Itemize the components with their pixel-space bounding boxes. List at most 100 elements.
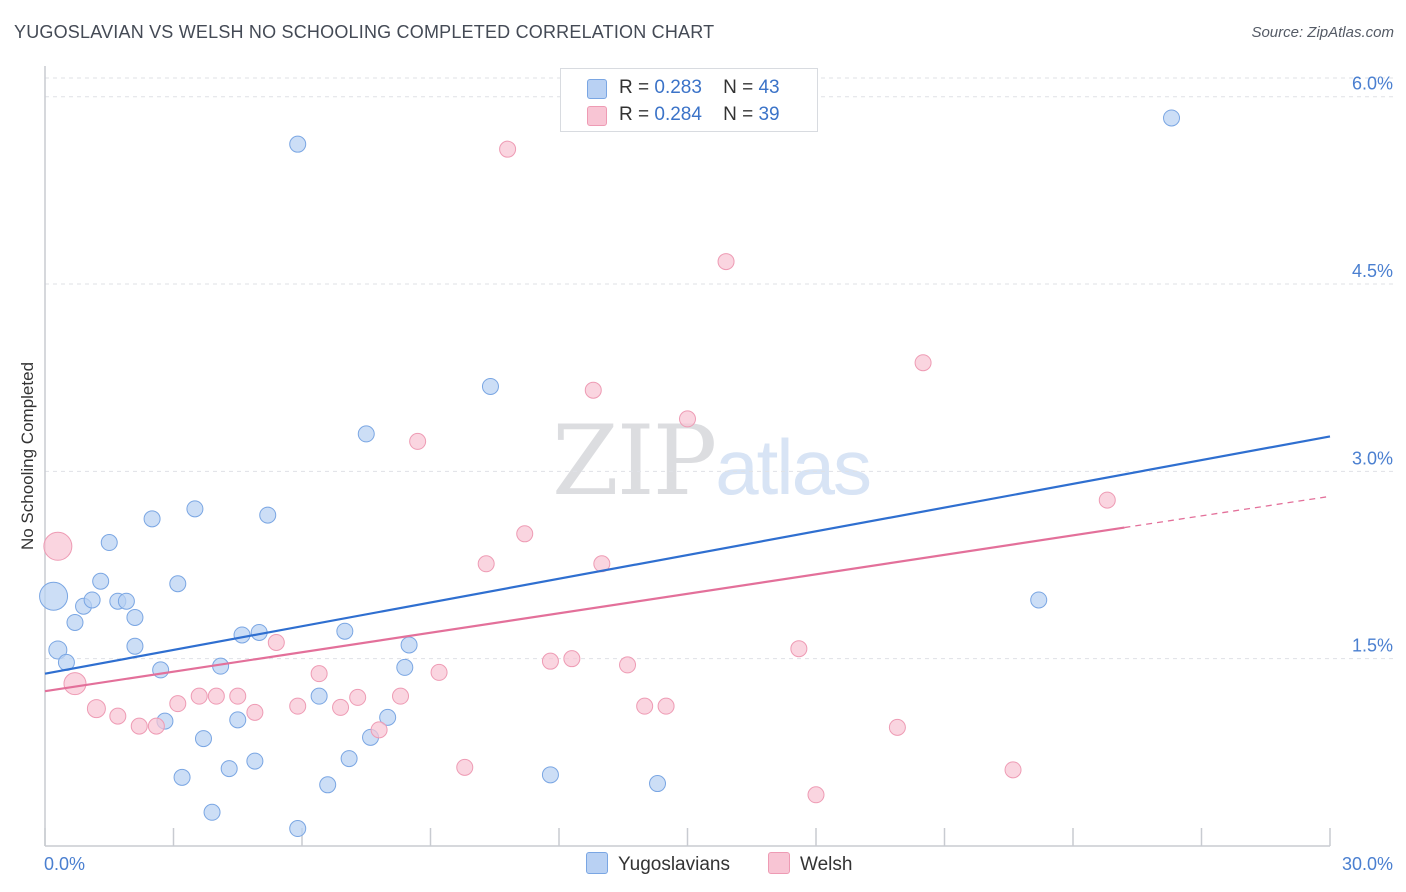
yugoslavian-swatch xyxy=(586,852,608,874)
yugoslavian-point-9 xyxy=(117,592,135,610)
welsh-swatch xyxy=(587,106,607,126)
welsh-point-37 xyxy=(1004,761,1022,779)
welsh-point-11 xyxy=(267,633,285,651)
welsh-point-35 xyxy=(888,718,906,736)
welsh-point-36 xyxy=(914,354,932,372)
watermark-atlas: atlas xyxy=(715,423,872,511)
welsh-point-33 xyxy=(790,640,808,658)
yugoslavian-point-39 xyxy=(541,766,559,784)
welsh-point-12 xyxy=(289,697,307,715)
legend-stats-yugoslavians: R = 0.283 N = 43 xyxy=(619,77,780,99)
welsh-point-30 xyxy=(657,697,675,715)
yugoslavian-point-12 xyxy=(143,510,161,528)
welsh-point-6 xyxy=(169,695,187,713)
yugoslavian-point-1 xyxy=(48,640,68,660)
yugoslavian-point-5 xyxy=(83,591,101,609)
yugoslavian-point-19 xyxy=(203,803,221,821)
yugoslavian-point-28 xyxy=(289,820,307,838)
legend-label-welsh: Welsh xyxy=(800,854,853,875)
welsh-point-38 xyxy=(1098,491,1116,509)
yugoslavian-point-21 xyxy=(220,760,238,778)
legend-item-welsh[interactable]: Welsh xyxy=(768,852,852,876)
welsh-point-13 xyxy=(310,665,328,683)
welsh-point-5 xyxy=(147,717,165,735)
yugoslavian-point-33 xyxy=(357,425,375,443)
y-tick-label-3: 6.0% xyxy=(1352,74,1393,94)
yugoslavian-point-11 xyxy=(126,637,144,655)
axes xyxy=(44,66,1331,847)
yugoslavian-point-38 xyxy=(481,377,499,395)
welsh-point-10 xyxy=(246,703,264,721)
welsh-point-8 xyxy=(207,687,225,705)
welsh-point-23 xyxy=(516,525,534,543)
welsh-point-21 xyxy=(477,555,495,573)
y-tick-label-0: 1.5% xyxy=(1352,636,1393,656)
welsh-point-7 xyxy=(190,687,208,705)
yugoslavian-trend-line xyxy=(44,435,1331,675)
yugoslavian-point-32 xyxy=(340,750,358,768)
yugoslavian-point-41 xyxy=(1030,591,1048,609)
legend-stats-welsh: R = 0.284 N = 39 xyxy=(619,104,780,126)
welsh-point-31 xyxy=(679,410,696,428)
yugoslavian-point-10 xyxy=(126,608,144,626)
r-value: 0.283 xyxy=(654,77,702,98)
welsh-point-9 xyxy=(229,687,247,705)
legend-item-yugoslavians[interactable]: Yugoslavians xyxy=(586,852,730,876)
yugoslavian-point-0 xyxy=(39,581,69,611)
welsh-point-4 xyxy=(130,717,148,735)
yugoslavian-point-27 xyxy=(289,135,307,153)
yugoslavian-point-16 xyxy=(173,768,191,786)
welsh-point-22 xyxy=(499,140,517,158)
yugoslavian-point-22 xyxy=(229,711,247,729)
n-value: 43 xyxy=(758,77,780,98)
yugoslavian-point-26 xyxy=(259,506,277,524)
n-label: N = xyxy=(723,77,754,98)
yugoslavian-point-37 xyxy=(400,636,418,654)
yugoslavian-point-31 xyxy=(336,622,354,640)
r-label: R = xyxy=(619,104,650,125)
welsh-trend-line xyxy=(44,526,1125,693)
welsh-point-24 xyxy=(541,652,559,670)
welsh-point-18 xyxy=(409,432,427,450)
yugoslavian-swatch xyxy=(587,79,607,99)
welsh-point-32 xyxy=(717,253,735,271)
welsh-point-3 xyxy=(109,707,127,725)
welsh-point-14 xyxy=(332,698,350,716)
tick-labels: 1.5% 3.0% 4.5% 6.0% 0.0% 30.0% xyxy=(44,74,1393,874)
yugoslavian-point-24 xyxy=(246,752,264,770)
welsh-points xyxy=(43,140,1116,804)
legend-label-yugoslavians: Yugoslavians xyxy=(618,854,730,875)
x-tick-label-end: 30.0% xyxy=(1342,854,1393,874)
welsh-point-1 xyxy=(63,672,87,696)
welsh-point-15 xyxy=(349,688,367,706)
yugoslavian-point-7 xyxy=(100,534,118,552)
yugoslavian-point-40 xyxy=(649,775,667,793)
welsh-point-20 xyxy=(456,758,474,776)
welsh-swatch xyxy=(768,852,790,874)
r-value: 0.284 xyxy=(654,104,702,125)
y-tick-label-2: 4.5% xyxy=(1352,261,1393,281)
yugoslavian-point-18 xyxy=(194,730,212,748)
y-tick-label-1: 3.0% xyxy=(1352,448,1393,468)
yugoslavian-point-23 xyxy=(233,626,251,644)
trend-lines xyxy=(44,435,1331,693)
welsh-trend-extension xyxy=(1124,495,1331,529)
yugoslavian-point-6 xyxy=(92,572,110,590)
yugoslavian-point-35 xyxy=(379,708,397,726)
welsh-point-16 xyxy=(370,721,388,739)
n-value: 39 xyxy=(758,104,780,125)
welsh-point-29 xyxy=(636,697,654,715)
yugoslavian-point-17 xyxy=(186,500,204,518)
welsh-point-25 xyxy=(563,650,581,668)
yugoslavian-point-29 xyxy=(310,687,328,705)
yugoslavian-points xyxy=(39,109,1181,838)
welsh-point-0 xyxy=(43,531,73,561)
x-tick-label-start: 0.0% xyxy=(44,854,85,874)
yugoslavian-point-15 xyxy=(169,575,187,593)
welsh-point-19 xyxy=(430,663,448,681)
welsh-point-34 xyxy=(807,786,825,804)
chart-title: YUGOSLAVIAN VS WELSH NO SCHOOLING COMPLE… xyxy=(14,22,715,42)
yugoslavian-point-3 xyxy=(66,613,84,631)
yugoslavian-point-30 xyxy=(319,776,337,794)
